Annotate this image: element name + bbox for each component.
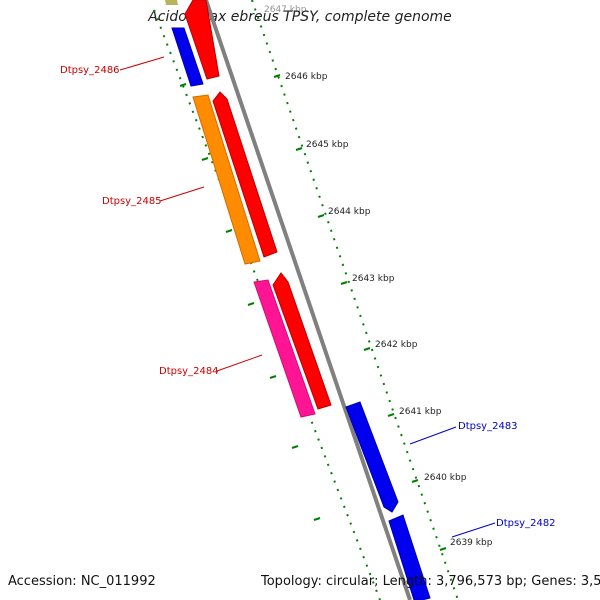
map-title: Acidovorax ebreus TPSY, complete genome [148, 9, 452, 25]
gene-dtpsy-2484[interactable] [253, 279, 316, 418]
genome-backbone [204, 0, 412, 600]
tick-label-2645: 2645 kbp [306, 140, 349, 150]
gene-red-2484-forward[interactable] [272, 272, 332, 410]
outer-major-ticks [273, 74, 447, 551]
leader-dtpsy-2483 [409, 426, 457, 445]
leader-dtpsy-2484 [216, 354, 263, 372]
tick-label-2643: 2643 kbp [352, 274, 395, 284]
gene-label-dtpsy-2482[interactable]: Dtpsy_2482 [496, 518, 556, 529]
gene-label-dtpsy-2483[interactable]: Dtpsy_2483 [458, 421, 518, 432]
gene-dtpsy-2483[interactable] [345, 401, 399, 513]
gene-label-dtpsy-2485[interactable]: Dtpsy_2485 [102, 196, 162, 207]
accession-text: Accession: NC_011992 [8, 574, 156, 589]
gene-label-dtpsy-2486[interactable]: Dtpsy_2486 [60, 65, 120, 76]
gene-red-top[interactable] [184, 0, 220, 80]
gene-dtpsy-2485[interactable] [192, 94, 261, 265]
tick-label-2646: 2646 kbp [285, 72, 328, 82]
leader-dtpsy-2486 [119, 56, 165, 71]
inner-major-ticks [179, 83, 321, 521]
tick-label-2647: 2647 kbp [264, 5, 307, 15]
genome-summary-text: Topology: circular; Length: 3,796,573 bp… [261, 574, 600, 589]
gene-red-2485-forward[interactable] [212, 91, 278, 258]
gene-label-dtpsy-2484[interactable]: Dtpsy_2484 [159, 366, 219, 377]
tick-label-2639: 2639 kbp [450, 538, 493, 548]
gene-dtpsy-2482[interactable] [388, 514, 431, 600]
tick-label-2641: 2641 kbp [399, 407, 442, 417]
tick-label-2642: 2642 kbp [375, 340, 418, 350]
leader-dtpsy-2485 [159, 186, 205, 202]
tick-label-2640: 2640 kbp [424, 473, 467, 483]
gene-dtpsy-2486[interactable] [171, 27, 204, 87]
gene-olive-fragment[interactable] [165, 0, 178, 5]
leader-dtpsy-2482 [451, 522, 496, 538]
tick-label-2644: 2644 kbp [328, 207, 371, 217]
